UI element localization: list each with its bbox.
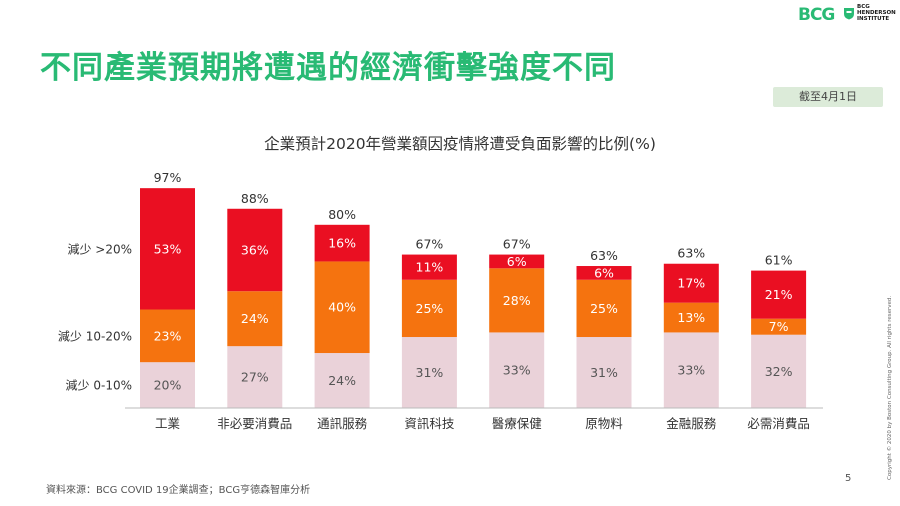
category-label: 工業 [155,416,181,431]
segment-value-label: 28% [503,293,531,308]
segment-value-label: 23% [154,328,182,343]
bar-segment [227,346,283,408]
bar-total-label: 63% [590,248,618,263]
bar-total-label: 97% [154,170,182,185]
bar-segment [140,188,195,310]
series-labels: 減少 0-10% 減少 10-20% 減少 >20% [58,241,132,392]
segment-value-label: 40% [328,300,356,315]
bar-segment [663,332,719,408]
bar-total-label: 67% [503,237,531,252]
bar-segment [140,362,195,408]
henderson-institute-logo: BCG HENDERSON INSTITUTE [857,4,896,22]
segment-value-label: 25% [590,301,618,316]
segment-value-label: 32% [765,364,793,379]
bar-segment [314,353,370,408]
chart-title: 企業預計2020年營業額因疫情將遭受負面影響的比例(%) [264,135,656,153]
segment-value-label: 20% [154,378,182,393]
bar-segment [140,309,195,363]
bar-total-label: 80% [328,207,356,222]
segment-value-label: 21% [765,287,793,302]
page-number: 5 [845,473,852,484]
segment-value-label: 6% [594,265,614,280]
copyright-text: Copyright © 2020 by Boston Consulting Gr… [887,295,893,480]
segment-value-label: 36% [241,242,269,257]
bar-segment [751,334,807,408]
segment-value-label: 33% [503,363,531,378]
segment-value-label: 27% [241,370,269,385]
bar-segment [663,302,719,333]
category-labels: 工業 非必要消費品 通訊服務 資訊科技 醫療保健 原物料 金融服務 必需消費品 [155,416,810,431]
page-title: 不同產業預期將遭遇的經濟衝擊強度不同 [40,50,616,86]
bar-segment [489,254,545,269]
bar-segment [401,337,457,408]
segment-value-label: 33% [677,363,705,378]
bar-segment [751,270,807,319]
series-label: 減少 0-10% [66,378,132,393]
date-badge: 截至4月1日 [773,87,883,107]
series-label: 減少 10-20% [58,328,132,343]
category-label: 非必要消費品 [217,416,292,431]
segment-value-label: 16% [328,236,356,251]
shield-icon [844,8,854,20]
bar-segment [489,268,545,333]
series-label: 減少 >20% [67,241,132,256]
segment-value-label: 17% [677,276,705,291]
category-label: 金融服務 [666,416,717,431]
category-label: 資訊科技 [404,416,455,431]
segment-value-label: 53% [154,241,182,256]
bcg-logo: BCG [798,5,835,25]
bar-total-label: 88% [241,191,269,206]
bar-segment [314,224,370,262]
segment-value-label: 24% [241,311,269,326]
segment-value-label: 25% [416,301,444,316]
segment-value-label: 7% [769,319,789,334]
segment-value-label: 24% [328,373,356,388]
category-label: 原物料 [585,416,623,431]
bar-total-label: 61% [765,253,793,268]
bar-segment [401,254,457,280]
bar-segment [401,279,457,338]
bar-total-label: 63% [677,246,705,261]
category-label: 通訊服務 [317,416,368,431]
bar-segment [576,266,632,280]
bar-segment [751,318,807,335]
segment-value-label: 13% [677,310,705,325]
bar-segment [227,208,283,292]
source-note: 資料來源：BCG COVID 19企業調查；BCG亨德森智庫分析 [46,485,311,496]
bar-segment [576,279,632,338]
bar-segment [489,332,545,408]
bar-segment [576,337,632,408]
segment-value-label: 6% [507,254,527,269]
bars-group: 20% 23% 53% 97% 27% 24% 36% 88% 24% 40% 16% 80% 31% 2… [140,170,807,408]
category-label: 醫療保健 [492,416,543,431]
bar-segment [663,263,719,303]
segment-value-label: 11% [416,260,444,275]
category-label: 必需消費品 [747,416,810,431]
bar-segment [227,291,283,347]
segment-value-label: 31% [590,365,618,380]
bar-total-label: 67% [416,237,444,252]
segment-value-label: 31% [416,365,444,380]
bar-segment [314,261,370,354]
